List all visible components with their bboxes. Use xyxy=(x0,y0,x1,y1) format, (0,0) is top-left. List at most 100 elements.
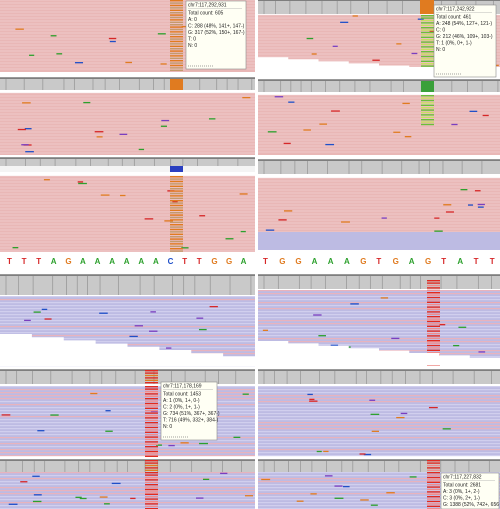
mismatch xyxy=(172,201,178,203)
mismatch xyxy=(340,21,349,23)
mismatch xyxy=(208,118,216,120)
mismatch xyxy=(469,110,478,112)
mismatch xyxy=(130,497,136,500)
allele-stripe xyxy=(145,393,158,395)
sequence-base: A xyxy=(124,257,130,266)
sequence-base: A xyxy=(153,257,159,266)
allele-stripe xyxy=(421,51,434,53)
sequence-base: G xyxy=(226,257,232,266)
mismatch xyxy=(352,15,358,17)
read-row xyxy=(0,487,255,489)
allele-stripe xyxy=(170,33,183,35)
tooltip xyxy=(160,381,218,441)
read-row xyxy=(0,311,255,313)
mismatch xyxy=(111,482,121,485)
coverage-track xyxy=(258,460,500,472)
read-row xyxy=(0,392,255,394)
allele-stripe xyxy=(427,296,440,299)
allele-stripe xyxy=(145,400,158,402)
allele-stripe xyxy=(170,243,183,245)
mismatch xyxy=(100,194,110,196)
mismatch xyxy=(334,485,343,487)
allele-stripe xyxy=(145,386,158,388)
mismatch xyxy=(324,475,333,477)
allele-stripe xyxy=(421,95,434,97)
mismatch xyxy=(482,114,489,117)
read-row xyxy=(258,407,500,409)
sequence-base: A xyxy=(312,257,318,266)
mismatch xyxy=(134,325,143,327)
sequence-base: T xyxy=(490,257,495,266)
read-row xyxy=(258,311,500,313)
read-row xyxy=(258,305,500,307)
sequence-base: A xyxy=(328,257,334,266)
allele-stripe xyxy=(170,178,183,180)
allele-stripe xyxy=(145,472,158,474)
allele-stripe xyxy=(145,417,158,419)
read-row xyxy=(258,392,500,394)
allele-stripe xyxy=(427,294,440,296)
read-row xyxy=(0,341,255,343)
sequence-base: A xyxy=(457,257,463,266)
mismatch xyxy=(125,61,133,64)
allele-stripe xyxy=(421,43,434,46)
allele-stripe xyxy=(427,313,440,315)
coverage-track xyxy=(258,370,500,384)
read-row xyxy=(0,389,255,391)
allele-stripe xyxy=(145,436,158,438)
allele-stripe xyxy=(145,476,158,479)
coverage-track xyxy=(258,80,500,92)
read-row xyxy=(258,440,500,442)
mismatch xyxy=(96,136,103,138)
tooltip-line: A: 3 (0%, 1+, 2-) xyxy=(443,489,480,495)
mismatch xyxy=(94,131,104,133)
mismatch xyxy=(453,344,460,347)
mismatch xyxy=(372,59,380,61)
allele-stripe xyxy=(427,505,440,507)
read-row xyxy=(0,410,255,412)
allele-stripe xyxy=(427,320,440,323)
mismatch xyxy=(288,101,295,103)
allele-stripe xyxy=(427,498,440,500)
mismatch xyxy=(360,499,369,501)
mismatch xyxy=(144,218,154,220)
mismatch xyxy=(25,151,34,153)
mismatch xyxy=(477,203,485,206)
allele-stripe xyxy=(170,12,183,14)
allele-stripe xyxy=(421,53,434,55)
allele-stripe xyxy=(145,474,158,476)
read-row xyxy=(258,404,500,406)
sequence-base: A xyxy=(95,257,101,266)
mismatch xyxy=(323,450,329,453)
allele-stripe xyxy=(170,50,183,52)
read-row xyxy=(258,293,500,295)
mismatch xyxy=(99,496,108,498)
allele-stripe xyxy=(427,308,440,311)
allele-stripe xyxy=(421,123,434,126)
allele-stripe xyxy=(170,216,183,219)
sequence-base: A xyxy=(80,257,86,266)
allele-stripe xyxy=(427,280,440,282)
sequence-base: T xyxy=(36,257,41,266)
allele-stripe xyxy=(427,311,440,313)
mismatch xyxy=(267,131,277,133)
mismatch xyxy=(160,125,167,127)
mismatch xyxy=(17,128,26,131)
allele-stripe xyxy=(145,469,158,471)
allele-stripe xyxy=(170,0,183,2)
reads-panel xyxy=(0,176,255,252)
allele-stripe xyxy=(145,414,158,417)
mismatch xyxy=(43,179,50,181)
read-row xyxy=(0,335,255,337)
allele-stripe xyxy=(145,484,158,486)
mismatch xyxy=(478,351,486,353)
read-row xyxy=(0,413,255,415)
allele-stripe xyxy=(145,390,158,393)
allele-stripe xyxy=(145,486,158,488)
tooltip-line: C: 3 (0%, 2+, 1-) xyxy=(443,495,480,501)
tooltip-line: N: 0 xyxy=(436,47,445,53)
allele-stripe xyxy=(170,21,183,23)
allele-stripe xyxy=(421,107,434,109)
mismatch xyxy=(149,330,158,332)
